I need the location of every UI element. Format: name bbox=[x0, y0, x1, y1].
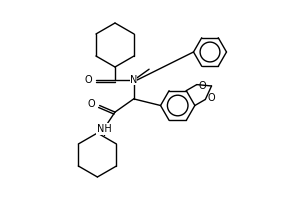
Text: NH: NH bbox=[97, 124, 111, 134]
Text: O: O bbox=[207, 93, 215, 103]
Text: O: O bbox=[85, 75, 92, 85]
Text: O: O bbox=[88, 99, 96, 108]
Text: N: N bbox=[130, 75, 137, 85]
Text: O: O bbox=[199, 81, 206, 91]
